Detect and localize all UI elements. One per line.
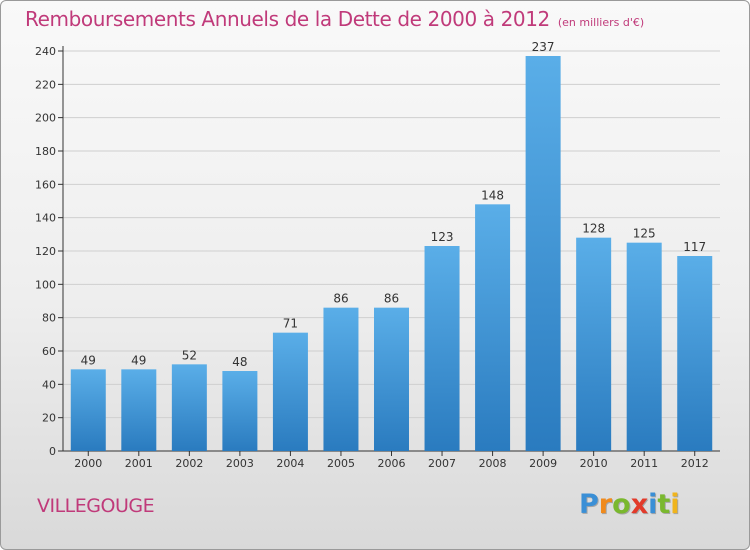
y-tick-label: 140	[35, 212, 56, 225]
unit-text: (en milliers d'€)	[557, 16, 645, 29]
city-name: VILLEGOUGE	[37, 495, 155, 517]
bar	[70, 369, 106, 451]
bar	[374, 307, 409, 451]
data-label: 128	[582, 222, 605, 236]
y-tick-label: 240	[35, 45, 56, 58]
logo-letter: P	[579, 489, 599, 520]
y-tick-label: 100	[35, 278, 56, 291]
data-label: 117	[683, 240, 706, 254]
bar	[272, 332, 308, 451]
x-tick-label: 2011	[630, 457, 658, 470]
title-text: Remboursements Annuels de la Dette de 20…	[25, 7, 550, 31]
x-tick-label: 2009	[529, 457, 557, 470]
y-tick-label: 200	[35, 112, 56, 125]
x-tick-label: 2006	[378, 457, 406, 470]
logo-letter: x	[630, 489, 649, 520]
x-tick-label: 2000	[74, 457, 102, 470]
bar	[525, 56, 561, 451]
bar	[576, 237, 612, 451]
logo-letter: r	[598, 489, 613, 520]
data-label: 52	[182, 348, 197, 362]
x-tick-label: 2007	[428, 457, 456, 470]
bar	[222, 371, 258, 451]
y-tick-label: 40	[42, 378, 56, 391]
data-label: 86	[333, 292, 348, 306]
x-tick-label: 2012	[681, 457, 709, 470]
data-label: 49	[81, 353, 96, 367]
bar	[121, 369, 157, 451]
x-tick-label: 2010	[580, 457, 608, 470]
data-label: 86	[384, 292, 399, 306]
logo-letter: o	[612, 489, 631, 520]
bar	[475, 204, 511, 451]
logo-letter: i	[670, 489, 680, 520]
y-tick-label: 80	[42, 312, 56, 325]
data-label: 125	[633, 227, 656, 241]
y-tick-label: 220	[35, 78, 56, 91]
data-label: 49	[131, 353, 146, 367]
y-tick-label: 60	[42, 345, 56, 358]
chart-title: Remboursements Annuels de la Dette de 20…	[25, 7, 644, 31]
y-tick-label: 180	[35, 145, 56, 158]
data-label: 123	[431, 230, 454, 244]
bar	[323, 307, 359, 451]
bar	[677, 256, 713, 451]
y-tick-label: 160	[35, 178, 56, 191]
bar	[424, 246, 460, 451]
x-tick-label: 2008	[479, 457, 507, 470]
logo-letter: t	[657, 489, 671, 520]
y-tick-label: 120	[35, 245, 56, 258]
data-label: 237	[532, 40, 555, 54]
y-tick-label: 20	[42, 412, 56, 425]
x-tick-label: 2001	[125, 457, 153, 470]
data-label: 48	[232, 355, 247, 369]
data-label: 148	[481, 188, 504, 202]
proxiti-logo: Proxiti	[579, 489, 680, 520]
x-tick-label: 2005	[327, 457, 355, 470]
data-label: 71	[283, 317, 298, 331]
x-tick-label: 2004	[276, 457, 304, 470]
logo-letter: i	[648, 489, 658, 520]
x-tick-label: 2002	[175, 457, 203, 470]
x-tick-label: 2003	[226, 457, 254, 470]
bar	[171, 364, 207, 451]
y-tick-label: 0	[49, 445, 56, 458]
bar	[626, 242, 662, 451]
